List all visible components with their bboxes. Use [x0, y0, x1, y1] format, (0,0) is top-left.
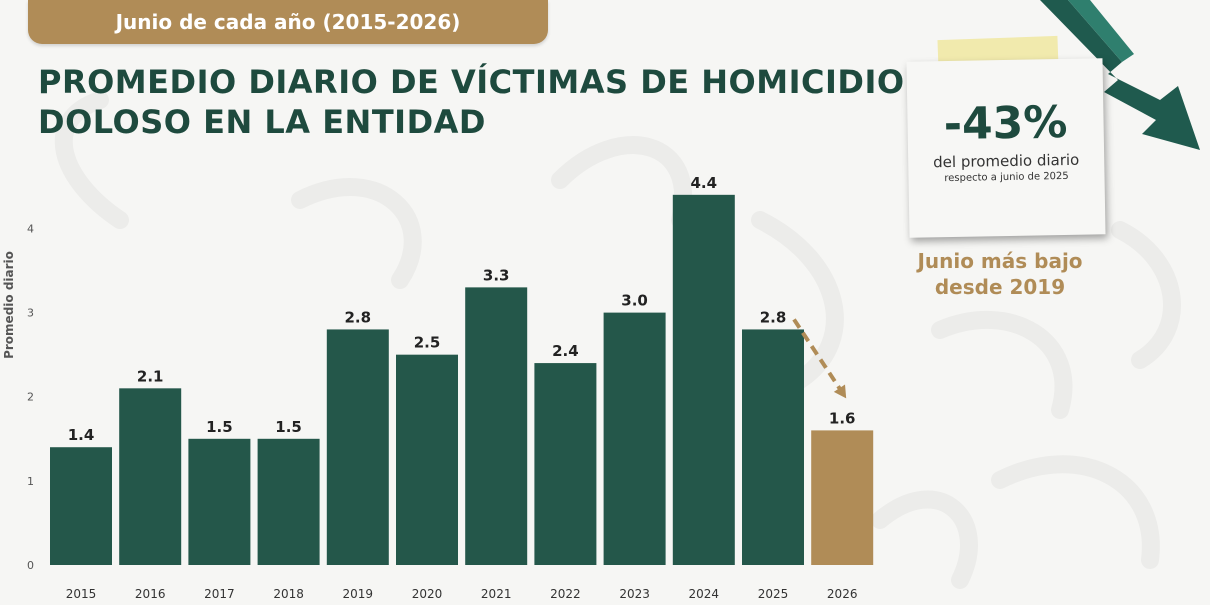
bar: [326, 329, 389, 565]
x-tick-label: 2026: [827, 587, 858, 601]
bar-value-label: 2.8: [760, 308, 787, 326]
x-tick-label: 2017: [204, 587, 235, 601]
bar-value-label: 2.8: [345, 308, 372, 326]
bar-value-label: 2.4: [552, 342, 579, 360]
x-tick-label: 2018: [273, 587, 304, 601]
y-tick-label: 3: [27, 307, 34, 320]
bar-value-label: 2.1: [137, 367, 164, 385]
bar: [119, 388, 182, 565]
x-tick-label: 2021: [481, 587, 512, 601]
highlight-line-1: Junio más bajo: [917, 249, 1083, 273]
x-tick-label: 2022: [550, 587, 581, 601]
bar: [742, 329, 804, 565]
percent-change: -43%: [943, 96, 1068, 151]
bar-value-label: 1.5: [206, 418, 233, 436]
bar: [50, 447, 112, 565]
x-tick-label: 2019: [343, 587, 374, 601]
bar: [257, 438, 320, 565]
x-tick-label: 2025: [758, 587, 789, 601]
bar-value-label: 2.5: [414, 334, 441, 352]
highlight-text: Junio más bajo desde 2019: [900, 248, 1100, 300]
bar-chart: 0 1 2 3 4 1.4 2015 2.1 2016 1.5 2017 1.5 2018 2.8 2019…: [27, 174, 874, 601]
bar: [465, 287, 528, 565]
trend-arrow-line: [792, 318, 844, 394]
subtitle-banner: Junio de cada año (2015-2026): [28, 0, 548, 44]
y-tick-label: 4: [27, 222, 34, 235]
x-tick-label: 2024: [689, 587, 720, 601]
sticky-note-callout: -43% del promedio diario respecto a juni…: [906, 58, 1106, 238]
title-line-1: PROMEDIO DIARIO DE VÍCTIMAS DE HOMICIDIO: [38, 63, 905, 101]
bar-value-label: 1.6: [829, 409, 856, 427]
bar: [396, 354, 458, 565]
bar-value-label: 3.3: [483, 266, 510, 284]
trend-down-arrow-icon: [1040, 0, 1200, 150]
highlight-line-2: desde 2019: [934, 275, 1066, 299]
x-tick-label: 2023: [619, 587, 650, 601]
trend-arrow-head: [833, 384, 847, 399]
bar: [811, 430, 874, 565]
y-tick-label: 0: [27, 559, 34, 572]
bar: [188, 438, 251, 565]
bar: [672, 194, 735, 565]
callout-line-1: del promedio diario: [933, 150, 1080, 172]
bar: [534, 363, 597, 565]
y-tick-label: 1: [27, 475, 34, 488]
x-tick-label: 2016: [135, 587, 166, 601]
title-line-2: DOLOSO EN LA ENTIDAD: [38, 103, 486, 141]
page-title: PROMEDIO DIARIO DE VÍCTIMAS DE HOMICIDIO…: [38, 62, 905, 142]
bar-value-label: 3.0: [621, 292, 648, 310]
bar-value-label: 4.4: [691, 174, 718, 192]
bar-value-label: 1.5: [275, 418, 302, 436]
x-tick-label: 2020: [412, 587, 443, 601]
callout-line-2: respecto a junio de 2025: [944, 170, 1069, 185]
bar-value-label: 1.4: [68, 426, 95, 444]
subtitle-text: Junio de cada año (2015-2026): [115, 10, 461, 34]
y-tick-label: 2: [27, 391, 34, 404]
x-tick-label: 2015: [66, 587, 97, 601]
bar: [603, 312, 666, 565]
